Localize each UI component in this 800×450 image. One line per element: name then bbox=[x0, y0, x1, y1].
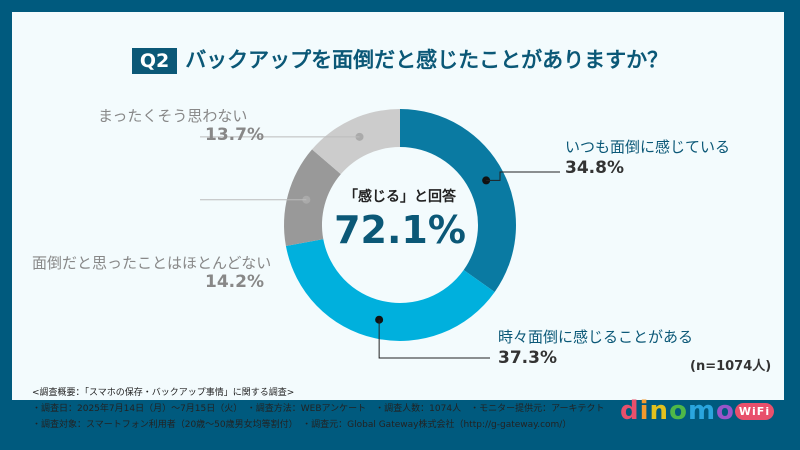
note-line: ・調査対象：スマートフォン利用者（20歳〜50歳男女均等割付） ・調査元：Glo… bbox=[32, 420, 572, 430]
survey-notes: <調査概要：「スマホの保存・バックアップ事情」に関する調査> ・調査日：2025… bbox=[32, 385, 605, 433]
chart-title: Q2 バックアップを面倒だと感じたことがありますか？ bbox=[0, 44, 800, 74]
donut-slice-3 bbox=[312, 109, 400, 175]
category-label-0: いつも面倒に感じている bbox=[565, 138, 731, 156]
note-line: ・調査日：2025年7月14日（月）〜7月15日（火） ・調査方法：WEBアンケ… bbox=[32, 404, 605, 414]
center-label: 「感じる」と回答 bbox=[344, 189, 456, 205]
data-label-3: 13.7% bbox=[205, 125, 264, 145]
donut-slice-1 bbox=[285, 239, 495, 341]
question-badge: Q2 bbox=[131, 48, 178, 74]
sample-size: (n=1074人) bbox=[690, 359, 772, 374]
title-text: バックアップを面倒だと感じたことがありますか？ bbox=[185, 48, 669, 72]
category-label-1: 時々面倒に感じることがある bbox=[498, 328, 694, 346]
center-value: 72.1% bbox=[334, 208, 466, 252]
leader-line-0 bbox=[486, 171, 560, 181]
note-line: <調査概要：「スマホの保存・バックアップ事情」に関する調査> bbox=[32, 388, 295, 398]
leader-line-1 bbox=[378, 319, 490, 359]
data-label-2: 14.2% bbox=[205, 272, 264, 292]
data-label-0: 34.8% bbox=[565, 158, 624, 178]
wifi-badge: WiFi bbox=[734, 403, 775, 420]
category-label-2: 面倒だと思ったことはほとんどない bbox=[32, 254, 272, 272]
donut-slice-2 bbox=[284, 149, 341, 247]
category-label-3: まったくそう思わない bbox=[98, 107, 248, 125]
data-label-1: 37.3% bbox=[498, 348, 557, 368]
dinomo-logo: dinomo WiFi bbox=[620, 396, 775, 426]
donut-slice-0 bbox=[400, 109, 516, 292]
